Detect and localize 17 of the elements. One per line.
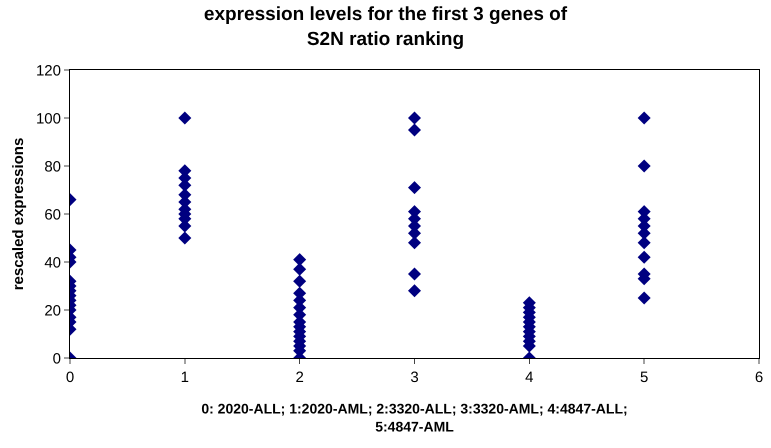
y-tick-label: 0	[52, 350, 61, 368]
chart-title: expression levels for the first 3 genes of S2N ratio ranking	[204, 4, 568, 50]
y-tick-label: 100	[36, 110, 61, 128]
y-tick-label: 40	[44, 254, 61, 272]
x-tick-label: 5	[640, 369, 648, 386]
x-tick-label: 0	[66, 369, 74, 386]
y-axis-title: rescaled expressions	[10, 138, 28, 290]
y-tick-label: 60	[44, 206, 61, 224]
x-tick-label: 3	[410, 369, 419, 386]
x-tick-label: 1	[180, 369, 189, 386]
x-axis-title: 0: 2020-ALL; 1:2020-AML; 2:3320-ALL; 3:3320-AML; 4:4847-ALL; 5:4847-AML	[201, 400, 628, 434]
y-tick-label: 20	[44, 302, 61, 320]
y-tick-label: 120	[36, 62, 61, 80]
y-tick-label: 80	[44, 158, 61, 176]
x-tick-label: 6	[754, 369, 764, 386]
x-tick-label: 2	[296, 369, 304, 386]
x-tick-label: 4	[525, 369, 534, 386]
